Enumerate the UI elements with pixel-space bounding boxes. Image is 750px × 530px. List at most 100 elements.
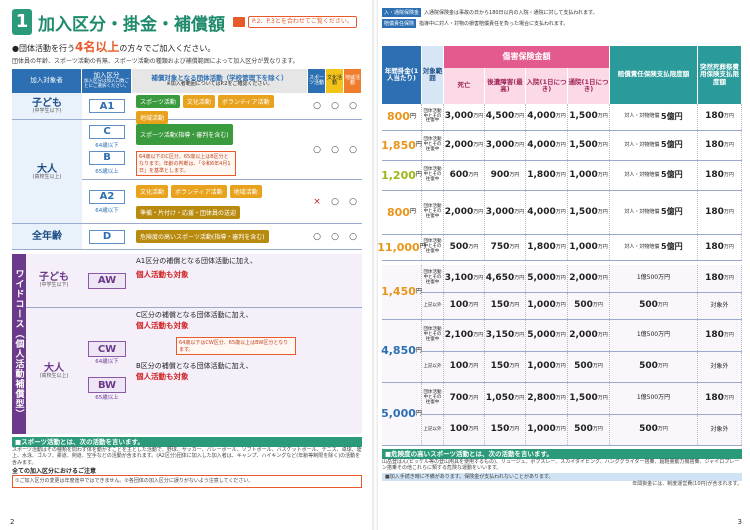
activity-pill: スポーツ活動 bbox=[136, 95, 180, 108]
kubun-age: 64歳以下 bbox=[95, 207, 119, 214]
acts-cell: 文化活動 ボランティア活動 地域活動 準備・片付け・応援・団体員の送迎 bbox=[132, 180, 308, 223]
table-row: 子ども (中学生以下) A1 スポーツ活動 文化活動 ボランティア活動 地域活動 … bbox=[12, 93, 362, 124]
kubun-badge: A1 bbox=[89, 99, 125, 113]
age-note: 64歳以下のC区分、65歳以上はB区分となります。年齢の判断は、「令和6年4月1… bbox=[136, 150, 236, 176]
table-row: 800 円 団体活動中とその往復中 3,000 万円 4,500 万円 4,000 万円… bbox=[382, 104, 742, 131]
left-page: 1 加入区分・掛金・補償額 P.2、P.3とを合わせてご覧ください。 ●団体活動… bbox=[0, 0, 372, 530]
target-label: 全年齢 bbox=[12, 224, 82, 249]
col-outp: 通院(1日につき) bbox=[568, 68, 610, 104]
lead-text: ●団体活動を行う4名以上の方々でご加入ください。 bbox=[12, 40, 216, 54]
mark: ○ bbox=[349, 231, 357, 242]
activity-pill: 準備・片付け・応援・団体員の送迎 bbox=[136, 205, 241, 219]
top-hints: 入・通院保険金 入通院保険金は事故の日から180日以内の入院・通院に対して支払われ… bbox=[382, 8, 742, 44]
mark: ○ bbox=[331, 144, 339, 155]
target-spacer bbox=[12, 180, 82, 223]
target-label: 大人 (高校生以上) bbox=[12, 120, 82, 224]
acts-cell: スポーツ活動(指導・審判を含む) 64歳以下のC区分、65歳以上はB区分となりま… bbox=[132, 120, 308, 179]
footnote-bar: ■加入手続き時に不備があります。保険金が支払われないことがあります。 bbox=[382, 472, 742, 481]
col-target: 加入対象者 bbox=[12, 69, 82, 93]
col-after: 後遺障害(最高) bbox=[485, 68, 526, 104]
wide-block: 4,850 円 団体活動中とその往復中 2,100 万円 3,150 万円 5,000 万円 2… bbox=[381, 320, 742, 383]
reference-note: P.2、P.3とを合わせてご覧ください。 bbox=[233, 16, 357, 28]
footnotes: ■スポーツ活動とは、次の活動を言います。 スポーツ活動はその種類を問わず体を動か… bbox=[12, 437, 362, 488]
table-row: 大人 (高校生以上) CW 64歳以下 BW 65歳以上 C区分の補償となる団体活動に… bbox=[26, 308, 362, 434]
kubun-cell: A1 bbox=[82, 93, 132, 119]
footnote-heading: ■危険度の高いスポーツ活動とは、次の活動を言います。 bbox=[382, 449, 742, 460]
table-row: 大人 (高校生以上) C 64歳以下 B 65歳以上 スポーツ活動(指導・審判を含む)… bbox=[12, 120, 362, 224]
mark: ○ bbox=[349, 196, 357, 207]
wide-course-label: ワイドコース（個人活動補償型） bbox=[12, 254, 26, 434]
age-note: 64歳以下はCW区分、65歳以上はBW区分となります。 bbox=[176, 337, 296, 355]
footnote-text: スポーツ活動はその種類を問わず体を動かすことを主とした活動で、野球、サッカー、バ… bbox=[12, 447, 362, 466]
wide-block: 1,450 円 団体活動中とその往復中 3,100 万円 4,650 万円 5,000 万円 2… bbox=[381, 265, 742, 320]
target-label: 子ども (中学生以下) bbox=[39, 272, 69, 289]
kubun-cell: CW 64歳以下 BW 65歳以上 bbox=[82, 308, 132, 434]
table-header: 加入対象者 加入区分 加入区分は加入口数ごとにご選択ください。 補償対象となる団体… bbox=[12, 69, 362, 93]
mark: ○ bbox=[313, 101, 321, 111]
kubun-cell: C 64歳以下 B 65歳以上 bbox=[82, 120, 132, 179]
wide-course: ワイドコース（個人活動補償型） 子ども (中学生以下) AW A1区分の補償となる… bbox=[12, 254, 362, 434]
kubun-badge: D bbox=[89, 229, 125, 244]
mark: ○ bbox=[331, 196, 339, 207]
kubun-badge: A2 bbox=[89, 189, 125, 204]
kubun-badge: B bbox=[89, 150, 125, 165]
kubun-badge: AW bbox=[88, 272, 126, 289]
kubun-age: 64歳以下 bbox=[95, 142, 119, 149]
kubun-cell: A2 64歳以下 bbox=[82, 180, 132, 223]
kubun-age: 65歳以上 bbox=[95, 395, 119, 401]
right-rows: 800 円 団体活動中とその往復中 3,000 万円 4,500 万円 4,000 万円… bbox=[377, 104, 742, 446]
table-row: 1,850 円 団体活動中とその往復中 2,000 万円 3,000 万円 4,000… bbox=[381, 131, 742, 161]
table-row: 11,000 円 団体活動中とその往復中 500 万円 750 万円 1,800 万円 … bbox=[377, 235, 742, 261]
col-sport: スポーツ活動 bbox=[308, 69, 326, 93]
hint-tag: 入・通院保険金 bbox=[382, 8, 422, 17]
mark: ○ bbox=[313, 231, 321, 242]
mark: ○ bbox=[313, 144, 321, 155]
table-row: 子ども (中学生以下) AW A1区分の補償となる団体活動に加え、 個人活動も対象 bbox=[26, 254, 362, 308]
lead-subtext: 団体員の年齢、スポーツ活動の有無、スポーツ活動の種類および補償範囲によって加入区… bbox=[12, 58, 299, 65]
hint-group: 入・通院保険金 入通院保険金は事故の日から180日以内の入院・通院に対して支払われ… bbox=[382, 8, 742, 44]
activity-pill: ボランティア活動 bbox=[171, 184, 227, 198]
mark: ○ bbox=[349, 101, 357, 111]
section-header: 1 加入区分・掛金・補償額 P.2、P.3とを合わせてご覧ください。 bbox=[12, 8, 362, 36]
col-kubun: 加入区分 加入区分は加入口数ごとにご選択ください。 bbox=[82, 69, 132, 93]
warning-box: ①ご加入区分の変更は年度途中ではできません。②各団体の加入区分に誤りがないよう注… bbox=[12, 475, 362, 488]
injury-group: 傷害保険金額 死亡 後遺障害(最高) 入院(1日につき) 通院(1日につき) bbox=[444, 46, 610, 104]
activity-pill: 文化活動 bbox=[136, 184, 169, 198]
wide-block: 5,000 円 団体活動中とその往復中 700 万円 1,050 万円 2,800 万円 1,5… bbox=[381, 383, 742, 446]
table-row: 1,200 円 団体活動中とその往復中 600 万円 900 万円 1,800 万円 1… bbox=[381, 161, 742, 191]
section-number: 1 bbox=[12, 9, 32, 35]
acts-cell: A1区分の補償となる団体活動に加え、 個人活動も対象 bbox=[136, 257, 258, 279]
page-title: 加入区分・掛金・補償額 bbox=[38, 14, 225, 35]
table-row: 全年齢 D 危険度の高いスポーツ活動(指導・審判を含む) ○ ○ ○ bbox=[12, 224, 362, 250]
kubun-badge: C bbox=[89, 124, 125, 139]
right-footnotes: ■危険度の高いスポーツ活動とは、次の活動を言います。 山岳登はん(ピッケル等の登… bbox=[382, 449, 742, 487]
kubun-age: 65歳以上 bbox=[95, 168, 119, 175]
activity-pill: ボランティア活動 bbox=[217, 95, 274, 108]
col-region: 地域活動 bbox=[344, 69, 362, 93]
acts-cell: 危険度の高いスポーツ活動(指導・審判を含む) bbox=[132, 224, 308, 249]
page-number: 2 bbox=[10, 518, 15, 526]
warning-heading: 全ての加入区分におけるご注意 bbox=[12, 467, 97, 475]
page-number: 3 bbox=[737, 518, 742, 526]
footnote-heading: ■スポーツ活動とは、次の活動を言います。 bbox=[12, 437, 362, 448]
hint-text: 指導中に対人・対物の損害賠償責任を負った場合に支払われます。 bbox=[419, 21, 569, 27]
footnote-note: 年間掛金には、制度運営費(10円)が含まれます。 bbox=[632, 480, 742, 487]
activity-pill: スポーツ活動(指導・審判を含む) bbox=[136, 123, 233, 145]
footnote-text: 山岳登はん(ピッケル等の登山用具を使用するもの)、リュージュ、ボブスレー、スカイ… bbox=[382, 459, 740, 472]
mark: ○ bbox=[349, 144, 357, 155]
table-row: 800 円 団体活動中とその往復中 2,000 万円 3,000 万円 4,000 万円… bbox=[382, 191, 742, 235]
activity-pill: 危険度の高いスポーツ活動(指導・審判を含む) bbox=[136, 230, 269, 243]
mark: ○ bbox=[331, 101, 339, 111]
target-label: 子ども (中学生以下) bbox=[12, 93, 82, 119]
col-hosp: 入院(1日につき) bbox=[526, 68, 568, 104]
col-acts: 補償対象となる団体活動（学校管理下を除く） ※加入者範囲についてはP.2をご確認く… bbox=[132, 69, 308, 93]
acts-cell: スポーツ活動 文化活動 ボランティア活動 地域活動 bbox=[132, 93, 308, 124]
target-label: 大人 (高校生以上) bbox=[39, 362, 69, 379]
kubun-cell: D bbox=[82, 224, 132, 249]
col-premium: 年間掛金(1人当たり) bbox=[382, 46, 422, 104]
hint-text: 入通院保険金は事故の日から180日以内の入院・通院に対して支払われます。 bbox=[424, 10, 598, 16]
kubun-cell: AW bbox=[82, 254, 132, 307]
kubun-age: 64歳以下 bbox=[95, 359, 119, 365]
col-injury: 傷害保険金額 bbox=[444, 46, 610, 68]
